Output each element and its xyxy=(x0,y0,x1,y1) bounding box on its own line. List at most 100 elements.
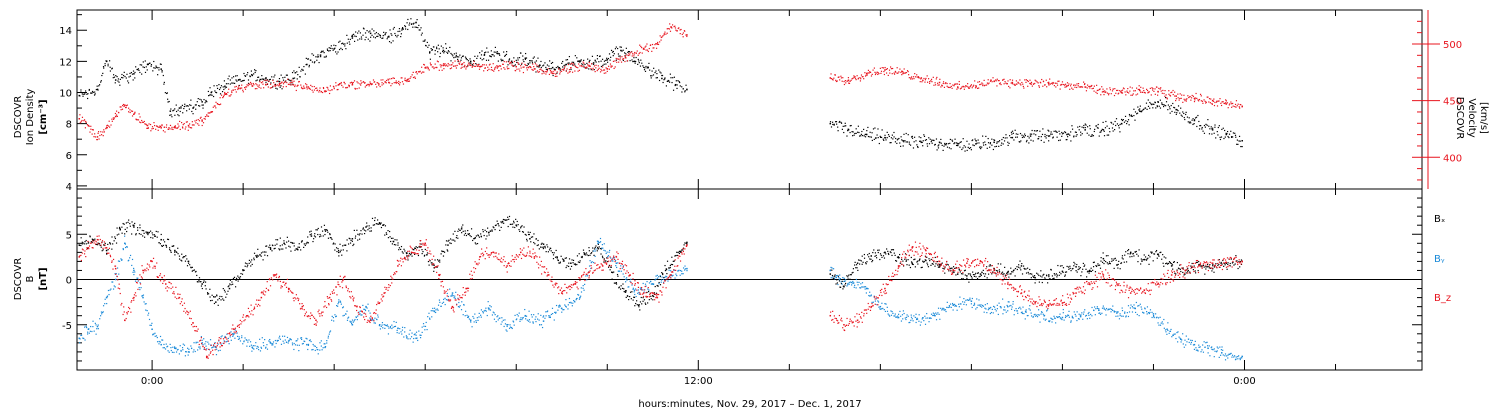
scatter-dot xyxy=(557,67,559,69)
scatter-dot xyxy=(233,276,236,278)
scatter-dot xyxy=(1169,112,1171,114)
scatter-dot xyxy=(1127,248,1130,251)
scatter-dot xyxy=(573,64,575,67)
scatter-dot xyxy=(1068,133,1070,135)
scatter-dot xyxy=(907,134,909,136)
scatter-dot xyxy=(440,305,442,307)
scatter-dot xyxy=(569,71,571,73)
scatter-dot xyxy=(1040,270,1042,272)
scatter-dot xyxy=(351,319,354,321)
scatter-dot xyxy=(668,28,671,30)
scatter-dot xyxy=(405,80,407,82)
scatter-dot xyxy=(363,232,366,235)
scatter-dot xyxy=(549,60,551,62)
scatter-dot xyxy=(1111,90,1114,92)
scatter-dot xyxy=(1121,123,1123,125)
scatter-dot xyxy=(248,83,250,86)
scatter-dot xyxy=(313,238,315,240)
scatter-dot xyxy=(258,80,261,82)
scatter-dot xyxy=(332,243,334,245)
scatter-dot xyxy=(232,89,234,91)
scatter-dot xyxy=(834,121,837,123)
scatter-dot xyxy=(1033,276,1035,278)
scatter-dot xyxy=(206,348,208,350)
scatter-dot xyxy=(889,142,891,144)
scatter-dot xyxy=(526,69,528,71)
scatter-dot xyxy=(296,78,298,80)
scatter-dot xyxy=(325,55,327,57)
scatter-dot xyxy=(131,115,134,117)
scatter-dot xyxy=(858,131,860,134)
scatter-dot xyxy=(998,145,1000,147)
scatter-dot xyxy=(1051,82,1053,84)
scatter-dot xyxy=(1179,97,1181,100)
data-point-black-0-43 xyxy=(661,77,663,80)
scatter-dot xyxy=(106,60,108,62)
scatter-dot xyxy=(568,71,570,73)
scatter-dot xyxy=(832,123,834,126)
scatter-dot xyxy=(342,315,344,317)
scatter-dot xyxy=(525,64,527,66)
scatter-dot xyxy=(846,80,848,82)
scatter-dot xyxy=(861,76,863,78)
scatter-dot xyxy=(318,61,320,64)
scatter-dot xyxy=(508,218,510,220)
scatter-dot xyxy=(145,124,148,126)
scatter-dot xyxy=(385,325,388,327)
scatter-dot xyxy=(1089,87,1091,89)
scatter-dot xyxy=(1234,134,1237,136)
scatter-dot xyxy=(1148,254,1150,257)
scatter-dot xyxy=(637,63,639,65)
scatter-dot xyxy=(354,35,356,37)
scatter-dot xyxy=(541,242,543,244)
scatter-dot xyxy=(972,144,974,146)
scatter-dot xyxy=(1100,94,1102,96)
scatter-dot xyxy=(1060,273,1062,275)
scatter-dot xyxy=(351,34,354,36)
scatter-dot xyxy=(847,130,849,132)
scatter-dot xyxy=(982,84,984,87)
data-point-black-0-7 xyxy=(174,249,176,252)
scatter-dot xyxy=(964,146,967,148)
scatter-dot xyxy=(445,244,447,246)
scatter-dot xyxy=(410,18,412,20)
scatter-dot xyxy=(1087,270,1089,272)
scatter-dot xyxy=(663,34,665,36)
scatter-dot xyxy=(190,99,192,101)
scatter-dot xyxy=(448,64,450,66)
scatter-dot xyxy=(501,321,503,323)
scatter-dot xyxy=(596,54,599,57)
scatter-dot xyxy=(995,145,998,147)
scatter-dot xyxy=(293,245,295,247)
scatter-dot xyxy=(1224,264,1226,266)
scatter-dot xyxy=(678,252,681,255)
scatter-dot xyxy=(323,52,325,54)
data-point-black-1-3 xyxy=(870,255,873,257)
scatter-dot xyxy=(850,274,852,276)
scatter-dot xyxy=(633,55,635,57)
scatter-dot xyxy=(454,240,456,242)
scatter-dot xyxy=(323,224,326,226)
scatter-dot xyxy=(1198,120,1200,123)
scatter-dot xyxy=(869,136,871,138)
scatter-dot xyxy=(390,85,392,87)
scatter-dot xyxy=(647,50,649,53)
scatter-dot xyxy=(1091,88,1093,90)
scatter-dot xyxy=(532,57,534,59)
scatter-dot xyxy=(223,80,225,82)
scatter-dot xyxy=(887,250,889,252)
scatter-dot xyxy=(395,80,397,82)
scatter-dot xyxy=(848,274,850,276)
scatter-dot xyxy=(603,60,606,62)
scatter-dot xyxy=(1000,263,1002,265)
scatter-dot xyxy=(593,248,596,250)
scatter-dot xyxy=(963,270,966,272)
scatter-dot xyxy=(1229,103,1231,105)
scatter-dot xyxy=(501,317,503,319)
scatter-dot xyxy=(1139,108,1141,110)
scatter-dot xyxy=(1238,261,1240,263)
scatter-dot xyxy=(847,77,850,79)
data-point-blue-0-5 xyxy=(124,242,126,245)
scatter-dot xyxy=(436,308,438,310)
data-point-black-1-12 xyxy=(1048,135,1050,137)
